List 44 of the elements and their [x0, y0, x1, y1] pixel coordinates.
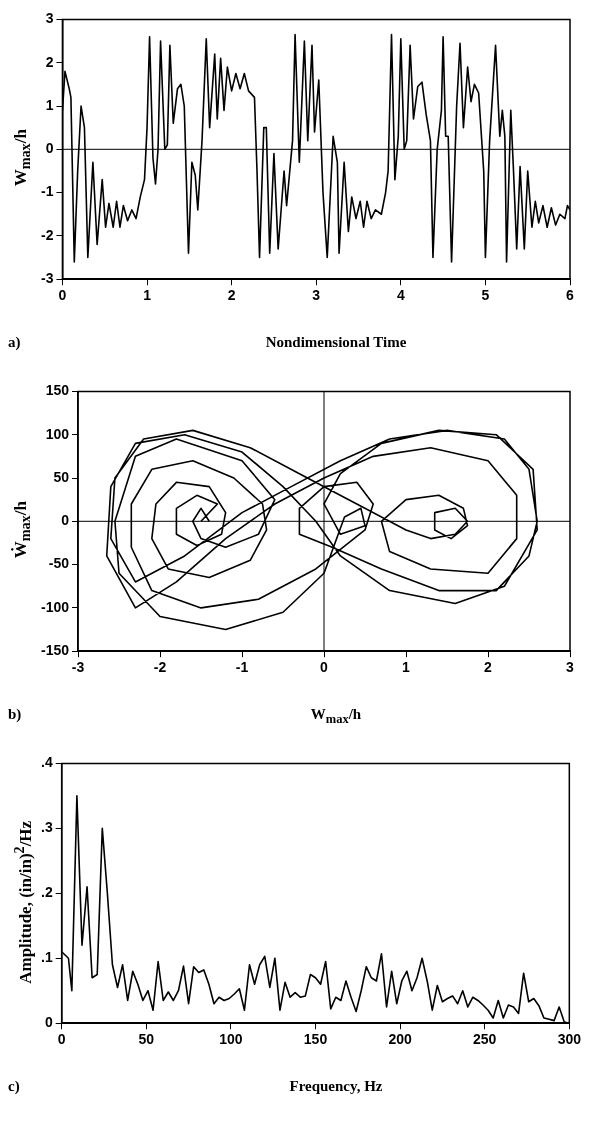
x-axis-title: Frequency, Hz	[288, 1078, 384, 1095]
y-tick-label: -3	[41, 270, 54, 287]
x-tick-label: 1	[402, 659, 411, 676]
y-tick-label: 0	[61, 512, 70, 529]
y-tick-label: .2	[40, 884, 53, 901]
x-tick-label: 100	[219, 1031, 243, 1048]
x-tick-label: 3	[566, 659, 575, 676]
y-tick-label: -150	[40, 642, 70, 659]
x-tick-label: 3	[312, 287, 321, 304]
x-axis-title: W$_{max}$/h	[309, 706, 363, 727]
y-tick-label: -2	[41, 226, 54, 243]
y-tick-label: 50	[53, 468, 70, 485]
y-tick-label: .3	[40, 819, 53, 836]
y-tick-label: 0	[44, 1014, 53, 1031]
x-tick-label: 5	[481, 287, 490, 304]
x-tick-label: 150	[303, 1031, 328, 1048]
y-tick-label: -50	[48, 555, 70, 572]
x-tick-label: 4	[396, 287, 405, 304]
x-tick-label: 1	[143, 287, 152, 304]
x-tick-label: 300	[557, 1031, 582, 1048]
x-tick-label: 250	[473, 1031, 497, 1048]
x-tick-label: 50	[138, 1031, 155, 1048]
x-tick-label: -1	[235, 659, 249, 676]
text: a)	[8, 334, 21, 351]
x-tick-label: 2	[227, 287, 236, 304]
y-tick-label: 150	[45, 382, 70, 399]
y-tick-label: .4	[40, 754, 53, 771]
y-tick-label: -1	[41, 183, 54, 200]
x-tick-label: 0	[320, 659, 329, 676]
x-tick-label: -2	[153, 659, 167, 676]
x-tick-label: 200	[388, 1031, 412, 1048]
y-tick-label: 1	[45, 96, 54, 113]
text: b)	[8, 706, 22, 723]
text: c)	[8, 1078, 20, 1095]
y-tick-label: 3	[45, 10, 54, 27]
y-tick-label: 0	[45, 140, 54, 157]
y-tick-label: 100	[45, 425, 70, 442]
x-tick-label: 6	[566, 287, 575, 304]
y-tick-label: 2	[45, 53, 54, 70]
x-tick-label: 2	[484, 659, 493, 676]
y-tick-label: -100	[40, 598, 70, 615]
x-axis-title: Nondimensional Time	[264, 334, 408, 351]
y-tick-label: .1	[40, 949, 53, 966]
x-tick-label: -3	[71, 659, 85, 676]
